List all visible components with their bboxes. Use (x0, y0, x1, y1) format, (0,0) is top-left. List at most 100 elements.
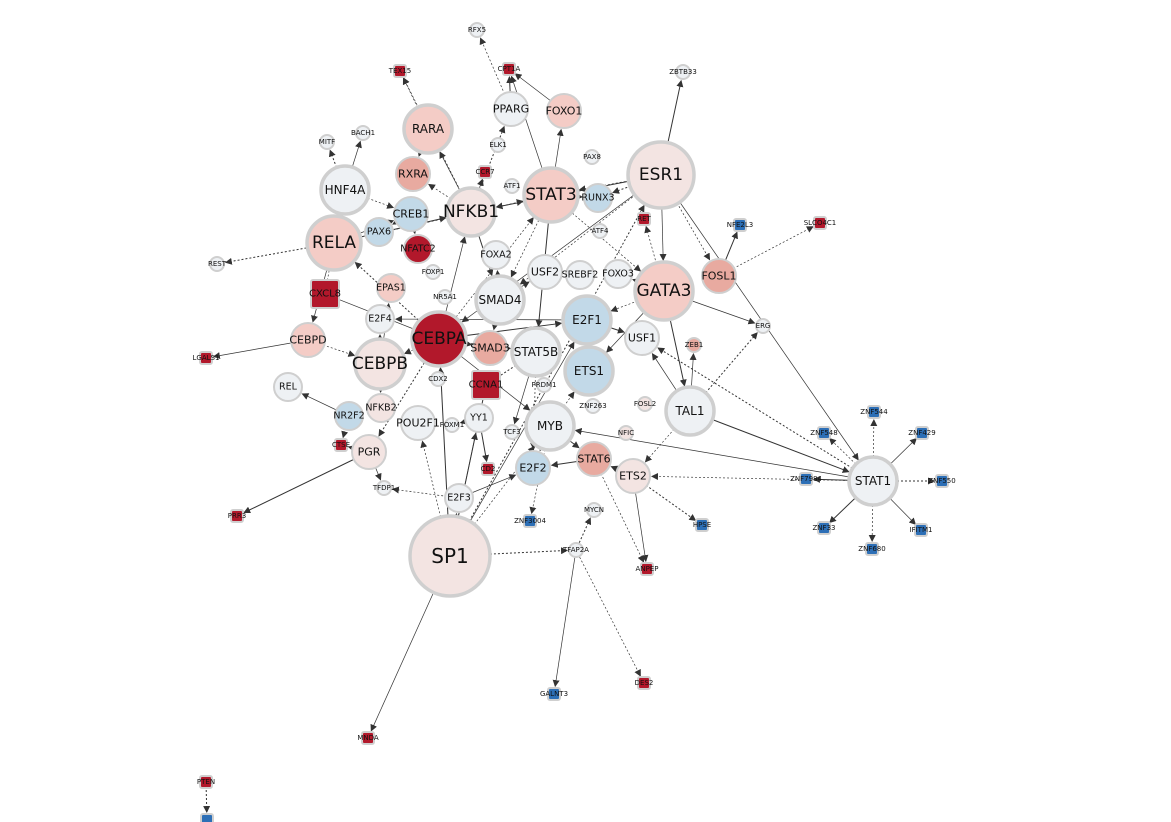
node-shape-gata3[interactable] (633, 260, 695, 322)
node-shape-nr2f2[interactable] (334, 401, 364, 431)
node-shape-foxp1[interactable] (425, 264, 441, 280)
node-stat5b[interactable]: STAT5B (510, 326, 562, 378)
node-shape-epas1[interactable] (376, 273, 406, 303)
node-nfic[interactable]: NFIC (618, 425, 634, 441)
node-shape-tfap2a[interactable] (568, 542, 584, 558)
node-shape-znf550[interactable] (935, 474, 949, 488)
node-rel[interactable]: REL (273, 372, 303, 402)
node-shape-ccna1[interactable] (471, 370, 501, 400)
node-shape-prdm1[interactable] (536, 377, 552, 393)
node-shape-mnda[interactable] (361, 731, 375, 745)
node-shape-ret[interactable] (637, 212, 651, 226)
node-anpep[interactable]: ANPEP (636, 562, 659, 576)
node-tex15[interactable]: TEX15 (388, 64, 411, 78)
node-shape-cebpd[interactable] (290, 322, 326, 358)
node-znf429[interactable]: ZNF429 (908, 426, 936, 440)
node-shape-atf4[interactable] (592, 223, 608, 239)
node-nfkb1[interactable]: NFKB1 (443, 186, 499, 238)
node-hpse[interactable]: HPSE (693, 518, 711, 532)
node-shape-nfatc2[interactable] (403, 234, 433, 264)
node-nr2f2[interactable]: NR2F2 (333, 401, 365, 431)
node-shape-erg[interactable] (755, 318, 771, 334)
node-ret[interactable]: RET (637, 212, 652, 226)
node-ctse[interactable]: CTSE (332, 438, 350, 452)
node-stat6[interactable]: STAT6 (576, 441, 612, 477)
node-smad3[interactable]: SMAD3 (470, 330, 510, 366)
node-shape-pou2f1[interactable] (400, 405, 436, 441)
node-znf3004[interactable]: ZNF3004 (514, 514, 546, 528)
node-shape-smad3[interactable] (472, 330, 508, 366)
node-shape-znf544[interactable] (867, 405, 881, 419)
node-rxra[interactable]: RXRA (395, 156, 431, 192)
node-shape-nfkb2[interactable] (366, 393, 396, 423)
node-prr3[interactable]: PRR3 (228, 509, 246, 523)
node-znf33[interactable]: ZNF33 (813, 521, 836, 535)
node-shape-mycn[interactable] (586, 502, 602, 518)
node-ets2[interactable]: ETS2 (615, 458, 651, 494)
node-shape-hnf4a[interactable] (319, 164, 371, 216)
node-shape-rel[interactable] (273, 372, 303, 402)
node-shape-pparg[interactable] (493, 91, 529, 127)
node-gata3[interactable]: GATA3 (633, 260, 695, 322)
node-znf550[interactable]: ZNF550 (928, 474, 956, 488)
node-shape-galnt3[interactable] (547, 687, 561, 701)
node-des2[interactable]: DES2 (635, 676, 654, 690)
node-shape-stat1[interactable] (847, 455, 899, 507)
node-shape-pten[interactable] (199, 775, 213, 789)
node-shape-elk1[interactable] (490, 137, 506, 153)
node-shape-pten_target[interactable] (200, 813, 214, 822)
node-atf1[interactable]: ATF1 (503, 178, 521, 194)
node-shape-rela[interactable] (305, 214, 363, 272)
node-shape-cdx2[interactable] (430, 371, 446, 387)
node-shape-znf7984[interactable] (799, 472, 813, 486)
node-nr5a1[interactable]: NR5A1 (433, 289, 457, 305)
node-shape-nfkb1[interactable] (445, 186, 497, 238)
node-ccna1[interactable]: CCNA1 (469, 370, 504, 400)
node-shape-e2f2[interactable] (515, 450, 551, 486)
node-stat1[interactable]: STAT1 (847, 455, 899, 507)
node-yy1[interactable]: YY1 (464, 403, 494, 433)
node-znf263[interactable]: ZNF263 (579, 398, 607, 414)
node-shape-esr1[interactable] (626, 140, 696, 210)
node-shape-runx3[interactable] (583, 183, 613, 213)
node-shape-lgals1[interactable] (199, 351, 213, 365)
node-shape-usf2[interactable] (527, 254, 563, 290)
node-shape-atf1[interactable] (504, 178, 520, 194)
node-shape-hpse[interactable] (695, 518, 709, 532)
node-shape-znf33[interactable] (817, 521, 831, 535)
node-erg[interactable]: ERG (755, 318, 771, 334)
node-ets1[interactable]: ETS1 (563, 345, 615, 397)
node-mnda[interactable]: MNDA (357, 731, 379, 745)
node-shape-e2f3[interactable] (444, 483, 474, 513)
node-myb[interactable]: MYB (524, 400, 576, 452)
node-shape-ifitm1[interactable] (914, 523, 928, 537)
node-shape-tcf3[interactable] (504, 424, 520, 440)
node-shape-znf548[interactable] (817, 426, 831, 440)
node-e2f1[interactable]: E2F1 (561, 294, 613, 346)
node-cxcl8[interactable]: CXCL8 (309, 279, 341, 309)
node-znf544[interactable]: ZNF544 (860, 405, 888, 419)
node-shape-ccr7[interactable] (478, 165, 492, 179)
node-shape-tal1[interactable] (664, 385, 716, 437)
node-shape-foxm1[interactable] (444, 417, 460, 433)
node-shape-nfic[interactable] (618, 425, 634, 441)
node-shape-des2[interactable] (637, 676, 651, 690)
node-pax8[interactable]: PAX8 (583, 149, 601, 165)
node-usf2[interactable]: USF2 (527, 254, 563, 290)
node-shape-stat5b[interactable] (510, 326, 562, 378)
node-shape-foxo1[interactable] (546, 93, 582, 129)
node-fosl2[interactable]: FOSL2 (634, 396, 656, 412)
node-ccr7[interactable]: CCR7 (475, 165, 495, 179)
node-shape-prr3[interactable] (230, 509, 244, 523)
node-shape-rfx5[interactable] (469, 22, 485, 38)
node-cebpb[interactable]: CEBPB (352, 337, 408, 391)
node-shape-znf263[interactable] (585, 398, 601, 414)
node-tcf3[interactable]: TCF3 (502, 424, 521, 440)
node-cpt1a[interactable]: CPT1A (498, 62, 521, 76)
node-shape-tfdp1[interactable] (376, 480, 392, 496)
node-shape-stat3[interactable] (522, 166, 580, 224)
node-zeb1[interactable]: ZEB1 (685, 337, 703, 353)
node-shape-creb1[interactable] (393, 196, 429, 232)
node-epas1[interactable]: EPAS1 (376, 273, 406, 303)
node-znf548[interactable]: ZNF548 (810, 426, 838, 440)
